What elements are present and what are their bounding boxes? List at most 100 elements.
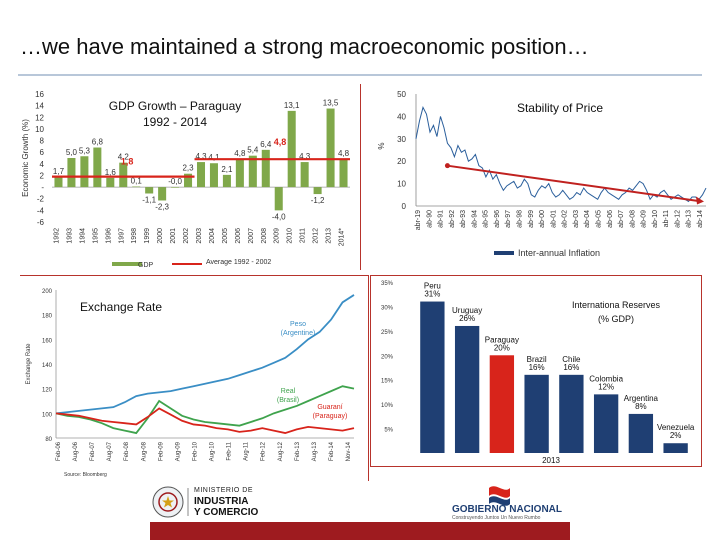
reserves-bar [420, 301, 445, 453]
gdp-bar [222, 174, 231, 188]
gdp-bar [171, 187, 180, 188]
ministry-line3: Y COMERCIO [194, 507, 259, 518]
gdp-x-tick: 1999 [144, 228, 151, 244]
gdp-bar [158, 187, 167, 201]
fx-series-label: Real [281, 388, 296, 395]
inflation-y-tick: 20 [397, 157, 406, 166]
inflation-x-tick: ab-98 [517, 210, 524, 228]
gdp-y-tick: -6 [37, 218, 45, 227]
gdp-data-label: 4,3 [195, 152, 207, 161]
ministry-line1: MINISTERIO DE [194, 487, 254, 494]
gdp-x-tick: 2011 [300, 228, 307, 243]
reserves-category-label: Argentina [624, 394, 659, 403]
gdp-data-label: -2,3 [155, 202, 169, 211]
gdp-x-tick: 1997 [118, 228, 125, 244]
exchange-rate-chart: 200 180 160 140 120 100 80 Exchange Rate Peso (Ar… [26, 289, 355, 478]
reserves-y-tick: 35% [381, 281, 394, 287]
inflation-x-tick: ab-95 [483, 210, 490, 228]
inflation-x-tick: ab-90 [426, 210, 433, 228]
gdp-data-label: 4,8 [338, 149, 350, 158]
fx-x-tick: Feb-06 [56, 441, 62, 461]
gdp-data-label: 4,2 [118, 153, 130, 162]
inflation-x-tick: ab-94 [471, 210, 478, 228]
reserves-bar [593, 394, 619, 453]
inflation-x-tick: ab-96 [494, 210, 501, 228]
reserves-y-tick: 30% [381, 305, 394, 311]
gdp-data-label: 5,3 [79, 146, 91, 155]
gdp-legend-swatch [112, 262, 142, 266]
slide-title: …we have maintained a strong macroeconom… [20, 34, 589, 59]
gdp-title: 1992 - 2014 [143, 115, 207, 129]
gdp-x-tick: 2004 [209, 228, 216, 244]
inflation-x-tick: ab-91 [438, 210, 445, 228]
reserves-category-label: Uruguay [452, 306, 482, 315]
gdp-y-tick: 8 [40, 137, 45, 146]
gdp-data-label: 6,8 [92, 138, 104, 147]
gdp-bar [67, 158, 76, 188]
government-tagline: Construyendo Juntos Un Nuevo Rumbo [452, 515, 541, 521]
gdp-y-tick: -4 [37, 206, 45, 215]
reserves-data-label: 20% [494, 343, 510, 352]
fx-x-tick: Aug-11 [244, 441, 250, 461]
fx-x-tick: Aug-09 [175, 441, 181, 461]
inflation-x-tick: ab-02 [562, 210, 569, 228]
gdp-legend-label: GDP [138, 262, 154, 269]
gdp-x-tick: 2012 [313, 228, 320, 244]
price-stability-panel: 50 40 30 20 10 0% abr-19 ab-90 ab-91 ab-92 ab-93 ab… [370, 84, 720, 270]
fx-x-tick: Feb-09 [158, 441, 164, 461]
ministry-logo: MINISTERIO DE INDUSTRIA Y COMERCIO [150, 484, 280, 520]
fx-y-tick: 160 [42, 338, 53, 344]
fx-series-line [55, 294, 355, 415]
gdp-x-tick: 1995 [92, 228, 99, 244]
fx-y-tick: 80 [45, 437, 52, 443]
reserves-title: Internationa Reserves [572, 300, 661, 310]
fx-x-tick: Nov-14 [346, 441, 352, 461]
reserves-bar [489, 355, 515, 453]
fx-x-tick: Aug-07 [107, 441, 113, 461]
gdp-y-tick: 14 [35, 102, 44, 111]
gdp-bar [145, 187, 154, 194]
fx-x-tick: Feb-14 [329, 441, 335, 461]
gdp-x-tick: 2013 [326, 228, 333, 244]
inflation-x-tick: abr-19 [415, 210, 422, 230]
ministry-seal-icon [152, 486, 189, 518]
inflation-x-tick: ab-07 [618, 210, 625, 228]
gdp-bar [235, 159, 244, 188]
fx-x-tick: Aug-13 [312, 441, 318, 461]
inflation-x-tick: ab-93 [460, 210, 467, 228]
gdp-y-tick: 2 [40, 171, 45, 180]
inflation-y-tick: 30 [397, 135, 406, 144]
inflation-x-tick: ab-11 [663, 210, 670, 227]
fx-x-tick: Feb-10 [192, 441, 198, 461]
reserves-data-label: 16% [529, 363, 545, 372]
reserves-bar [628, 413, 654, 453]
fx-x-tick: Feb-12 [261, 441, 267, 461]
fx-y-axis-label: Exchange Rate [26, 343, 32, 385]
reserves-bar [663, 443, 688, 453]
gdp-x-tick: 2003 [196, 228, 203, 244]
fx-y-tick: 140 [42, 363, 53, 369]
gdp-bar [326, 108, 335, 188]
reserves-bar [524, 374, 549, 453]
gdp-x-tick: 1994 [79, 228, 86, 244]
reserves-category-label: Paraguay [485, 335, 519, 344]
gdp-bar [209, 163, 218, 188]
gdp-data-label: 2,1 [221, 165, 233, 174]
government-name: GOBIERNO NACIONAL [452, 504, 562, 515]
reserves-y-tick: 25% [381, 330, 394, 336]
inflation-trend-start [444, 163, 450, 169]
gdp-y-tick: 4 [40, 160, 45, 169]
reserves-y-tick: 15% [381, 379, 394, 385]
gdp-bar [339, 159, 348, 188]
inflation-line [415, 106, 707, 203]
inflation-x-tick: ab-05 [595, 210, 602, 228]
exchange-rate-panel: 200 180 160 140 120 100 80 Exchange Rate Peso (Ar… [20, 275, 369, 481]
reserves-data-label: 8% [635, 402, 647, 411]
gdp-data-label: 0,1 [131, 177, 143, 186]
reserves-y-tick: 5% [384, 428, 393, 434]
inflation-x-tick: ab-13 [686, 210, 693, 228]
gdp-x-tick: 2007 [248, 228, 255, 244]
fx-y-tick: 120 [42, 388, 53, 394]
gdp-bar [184, 173, 193, 188]
gdp-data-label: 1,6 [105, 168, 117, 177]
